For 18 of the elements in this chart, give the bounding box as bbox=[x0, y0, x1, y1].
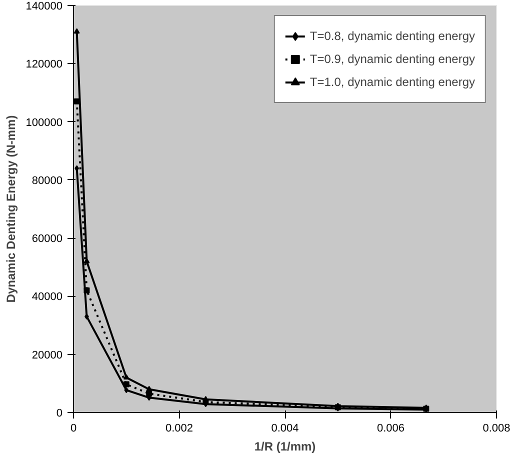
y-tick-label: 140000 bbox=[26, 0, 63, 12]
x-tick-label: 0 bbox=[70, 422, 77, 434]
y-tick-label: 80000 bbox=[32, 174, 63, 187]
y-tick-label: 100000 bbox=[26, 116, 63, 129]
y-tick-label: 0 bbox=[56, 408, 63, 420]
legend-label: T=1.0, dynamic denting energy bbox=[310, 75, 475, 89]
y-axis-title: Dynamic Denting Energy (N-mm) bbox=[4, 115, 18, 303]
y-tick-label: 40000 bbox=[32, 291, 63, 304]
x-tick-label: 0.008 bbox=[482, 422, 510, 434]
y-tick-label: 120000 bbox=[26, 58, 63, 71]
y-tick-label: 60000 bbox=[32, 233, 63, 246]
legend-label: T=0.9, dynamic denting energy bbox=[310, 52, 475, 66]
x-axis-title: 1/R (1/mm) bbox=[254, 440, 316, 454]
x-tick-label: 0.002 bbox=[165, 422, 194, 434]
x-tick-label: 0.006 bbox=[376, 422, 405, 434]
y-tick-label: 20000 bbox=[32, 349, 63, 362]
x-tick-label: 0.004 bbox=[271, 422, 299, 434]
legend-label: T=0.8, dynamic denting energy bbox=[310, 29, 475, 43]
